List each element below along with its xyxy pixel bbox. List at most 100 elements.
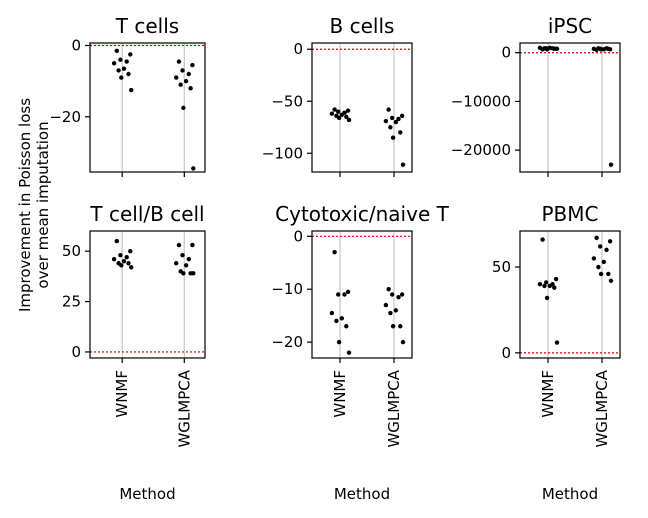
axes-frame: [311, 42, 413, 173]
data-point: [598, 271, 604, 277]
x-tick-label: WGLMPCA: [175, 369, 193, 447]
data-point: [608, 162, 614, 167]
data-point: [547, 283, 552, 289]
data-point: [332, 249, 337, 255]
data-point: [111, 61, 117, 66]
data-point: [336, 115, 342, 121]
axes-frame: [519, 42, 621, 173]
data-point: [336, 339, 342, 345]
x-tick-label: WNMF: [331, 370, 349, 418]
data-point: [190, 62, 195, 68]
y-tick-label: −100: [262, 144, 303, 162]
data-point: [383, 118, 389, 124]
data-point: [346, 350, 352, 355]
data-point: [598, 244, 603, 249]
data-point: [119, 263, 124, 268]
axes-frame: [519, 230, 621, 359]
data-point: [334, 318, 339, 324]
data-point: [607, 239, 613, 244]
panel-1: 0 −20 T cells: [49, 14, 206, 177]
data-point: [390, 324, 396, 329]
data-point: [596, 264, 601, 270]
data-point: [598, 47, 604, 52]
data-point: [121, 259, 127, 264]
data-point: [388, 310, 393, 316]
data-point: [540, 237, 545, 242]
y-tick-label: −20: [49, 108, 81, 126]
data-point: [174, 75, 179, 80]
data-point: [176, 59, 182, 64]
data-point: [542, 283, 547, 289]
data-point: [544, 280, 549, 285]
y-axis-label-line: over mean imputation: [34, 121, 52, 288]
x-tick-label: WGLMPCA: [385, 369, 403, 447]
data-point: [390, 135, 396, 140]
data-point: [124, 59, 129, 64]
data-point: [552, 285, 557, 290]
y-tick-label: 0: [501, 44, 511, 62]
data-point: [181, 271, 186, 276]
axes-frame: [89, 230, 206, 359]
data-point: [344, 324, 349, 329]
x-tick-label: WNMF: [539, 370, 557, 418]
panel-title: Cytotoxic/naive T: [275, 202, 449, 226]
y-tick-label: 50: [62, 242, 81, 260]
y-tick-label: −50: [271, 92, 303, 110]
data-point: [180, 252, 185, 258]
data-point: [191, 166, 196, 171]
y-axis-label: Improvement in Poisson lossover mean imp…: [16, 98, 52, 312]
x-axis-label: Method: [542, 485, 598, 503]
data-point: [346, 117, 352, 123]
data-point: [342, 292, 347, 297]
panel-3: 0 −10000 −20000 iPSC: [451, 14, 621, 177]
data-point: [537, 282, 543, 287]
y-tick-label: 0: [293, 40, 303, 58]
data-point: [400, 339, 406, 345]
y-axis-label-line: Improvement in Poisson loss: [16, 98, 34, 312]
data-point: [345, 289, 351, 295]
data-point: [396, 116, 401, 122]
data-point: [119, 75, 124, 80]
data-point: [591, 256, 597, 261]
data-point: [393, 308, 398, 313]
data-point: [398, 130, 403, 135]
data-point: [383, 302, 389, 308]
y-tick-label: 0: [501, 344, 511, 362]
y-tick-label: 0: [71, 36, 81, 54]
data-point: [114, 48, 120, 54]
data-point: [606, 46, 611, 52]
data-point: [114, 238, 120, 244]
data-point: [398, 324, 403, 329]
data-point: [396, 294, 401, 300]
x-axis-label: Method: [119, 485, 175, 503]
panel-4: 50 25 0 WNMF WGLMPCA T cell/B cell: [62, 202, 206, 448]
panel-title: T cell/B cell: [89, 202, 204, 226]
data-point: [608, 278, 614, 283]
data-point: [129, 265, 134, 270]
data-point: [190, 242, 195, 248]
y-tick-label: −10000: [451, 92, 511, 110]
data-point: [329, 111, 335, 116]
y-tick-label: 0: [293, 227, 303, 245]
y-tick-label: 0: [71, 343, 81, 361]
data-point: [399, 113, 405, 119]
data-point: [121, 66, 127, 71]
data-point: [604, 247, 609, 253]
axes-frame: [89, 42, 206, 173]
data-point: [344, 114, 349, 120]
y-tick-label: −20000: [451, 141, 511, 159]
x-tick-label: WGLMPCA: [593, 369, 611, 447]
data-point: [178, 82, 183, 87]
data-point: [111, 257, 117, 262]
data-point: [118, 252, 123, 258]
data-point: [554, 46, 560, 52]
panel-2: 0 −50 −100 B cells: [262, 14, 413, 177]
data-point: [181, 105, 186, 111]
data-point: [400, 162, 406, 167]
data-point: [128, 248, 133, 254]
data-point: [390, 292, 395, 297]
data-point: [118, 57, 123, 62]
data-point: [554, 340, 560, 345]
data-point: [186, 71, 191, 77]
